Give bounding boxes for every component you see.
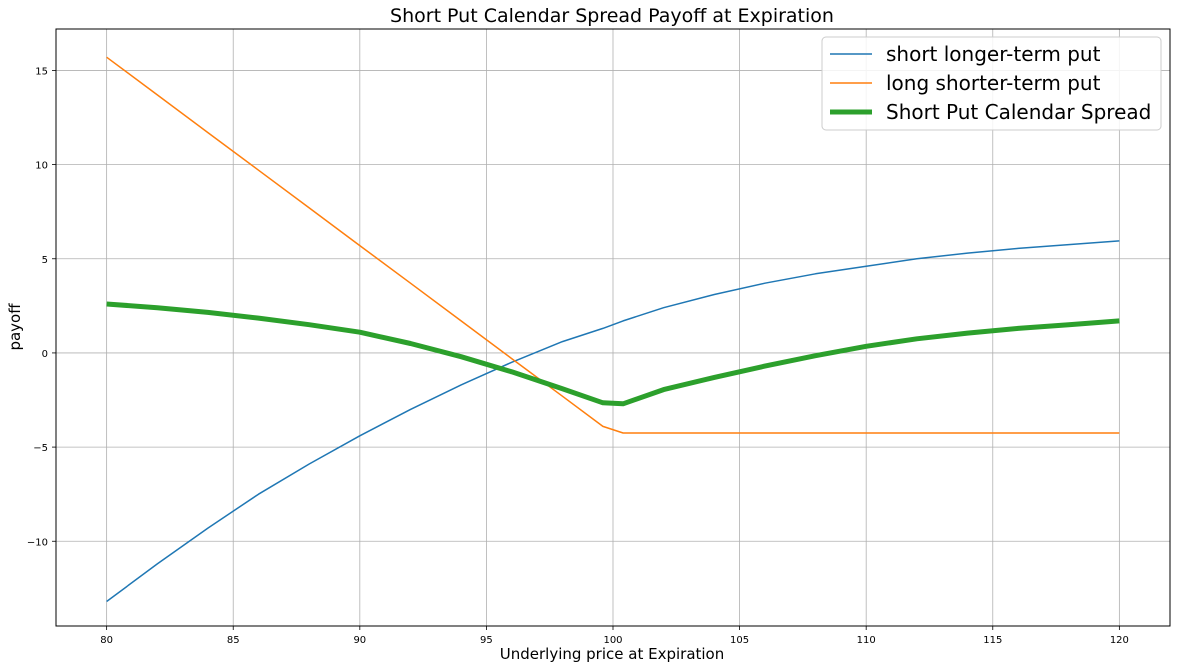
x-axis-title: Underlying price at Expiration <box>500 645 725 663</box>
y-tick-label: 10 <box>35 161 48 172</box>
y-tick-label: 15 <box>35 66 48 77</box>
x-tick-label: 95 <box>480 635 493 646</box>
series-line-long-shorter-term-put <box>106 56 1120 434</box>
legend-label-long-shorter-term-put: long shorter-term put <box>886 71 1101 95</box>
x-tick-label: 100 <box>603 635 622 646</box>
x-axis-ticks: 80 85 90 95 100 105 110 115 120 <box>100 626 1129 646</box>
chart-title: Short Put Calendar Spread Payoff at Expi… <box>390 5 834 27</box>
x-tick-label: 110 <box>857 635 876 646</box>
x-tick-label: 90 <box>353 635 366 646</box>
series-line-short-put-calendar-spread <box>106 301 1120 407</box>
y-tick-label: −10 <box>27 537 48 548</box>
legend-label-short-longer-term-put: short longer-term put <box>886 42 1101 66</box>
y-tick-label: −5 <box>33 443 48 454</box>
y-tick-label: 5 <box>42 255 48 266</box>
series-lines <box>106 56 1120 603</box>
x-tick-label: 105 <box>730 635 749 646</box>
legend-label-short-put-calendar-spread: Short Put Calendar Spread <box>886 100 1151 124</box>
y-axis-title: payoff <box>6 303 24 351</box>
x-tick-label: 120 <box>1110 635 1129 646</box>
legend-box <box>821 36 1162 131</box>
legend: short longer-term put long shorter-term … <box>821 36 1162 131</box>
x-tick-label: 80 <box>100 635 113 646</box>
series-line-short-longer-term-put <box>106 240 1120 603</box>
y-axis-ticks: −10 −5 0 5 10 15 <box>27 66 56 548</box>
x-tick-label: 85 <box>227 635 240 646</box>
x-tick-label: 115 <box>983 635 1002 646</box>
y-tick-label: 0 <box>42 349 48 360</box>
